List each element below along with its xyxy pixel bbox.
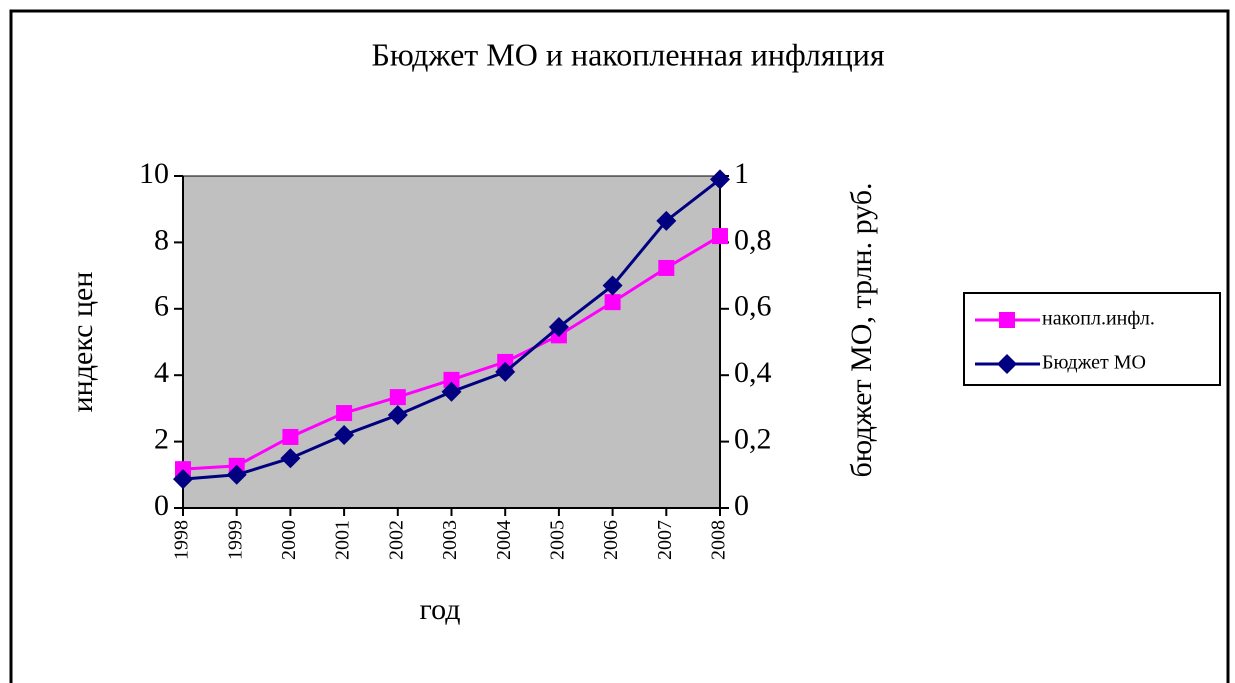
x-tick-label: 1998 (171, 520, 193, 560)
x-tick-label: 2004 (493, 520, 515, 560)
data-point (656, 210, 677, 231)
data-point (602, 275, 623, 296)
plot-area (182, 175, 721, 509)
data-point (389, 389, 406, 406)
data-point (387, 405, 408, 426)
x-tick-label: 2006 (600, 520, 622, 560)
legend-label: накопл.инфл. (1042, 308, 1155, 330)
data-point (710, 169, 730, 190)
chart-border (9, 9, 1230, 683)
y2-tick-label: 0,8 (734, 223, 772, 256)
data-point (336, 405, 353, 422)
data-point (334, 424, 355, 445)
data-point (173, 469, 193, 490)
data-point (280, 448, 301, 469)
x-tick-label: 2008 (708, 520, 730, 560)
y2-tick-label: 1 (734, 157, 749, 190)
data-point (282, 428, 299, 445)
data-point (443, 371, 460, 388)
y-tick-label: 2 (154, 422, 169, 455)
x-tick-label: 2001 (332, 520, 354, 560)
x-tick-label: 2005 (546, 520, 568, 560)
data-point (226, 464, 247, 485)
y-tick-label: 10 (139, 157, 169, 190)
data-point (604, 294, 621, 311)
y2-tick-label: 0,4 (734, 356, 772, 389)
chart-title: Бюджет МО и накопленная инфляция (371, 36, 884, 72)
y2-tick-label: 0,6 (734, 290, 772, 323)
legend-label: Бюджет МО (1042, 352, 1146, 374)
y-axis-label: индекс цен (66, 272, 99, 413)
legend-marker (997, 354, 1017, 374)
y-tick-label: 6 (154, 290, 169, 323)
x-tick-label: 2003 (439, 520, 461, 560)
y-tick-label: 8 (154, 223, 169, 256)
data-point (441, 381, 462, 402)
x-tick-label: 1999 (224, 520, 246, 560)
data-point (658, 259, 675, 276)
data-point (712, 228, 728, 245)
data-point (495, 361, 516, 382)
y2-tick-label: 0 (734, 489, 749, 522)
y2-axis-label: бюджет МО, трлн. руб. (845, 182, 878, 478)
legend-marker (999, 312, 1015, 328)
x-tick-label: 2000 (278, 520, 300, 560)
y2-tick-label: 0,2 (734, 422, 772, 455)
data-point (548, 317, 569, 338)
y-tick-label: 4 (154, 356, 169, 389)
x-tick-label: 2002 (385, 520, 407, 560)
x-tick-label: 2007 (654, 520, 676, 560)
x-axis-label: год (420, 593, 461, 626)
y-tick-label: 0 (154, 489, 169, 522)
